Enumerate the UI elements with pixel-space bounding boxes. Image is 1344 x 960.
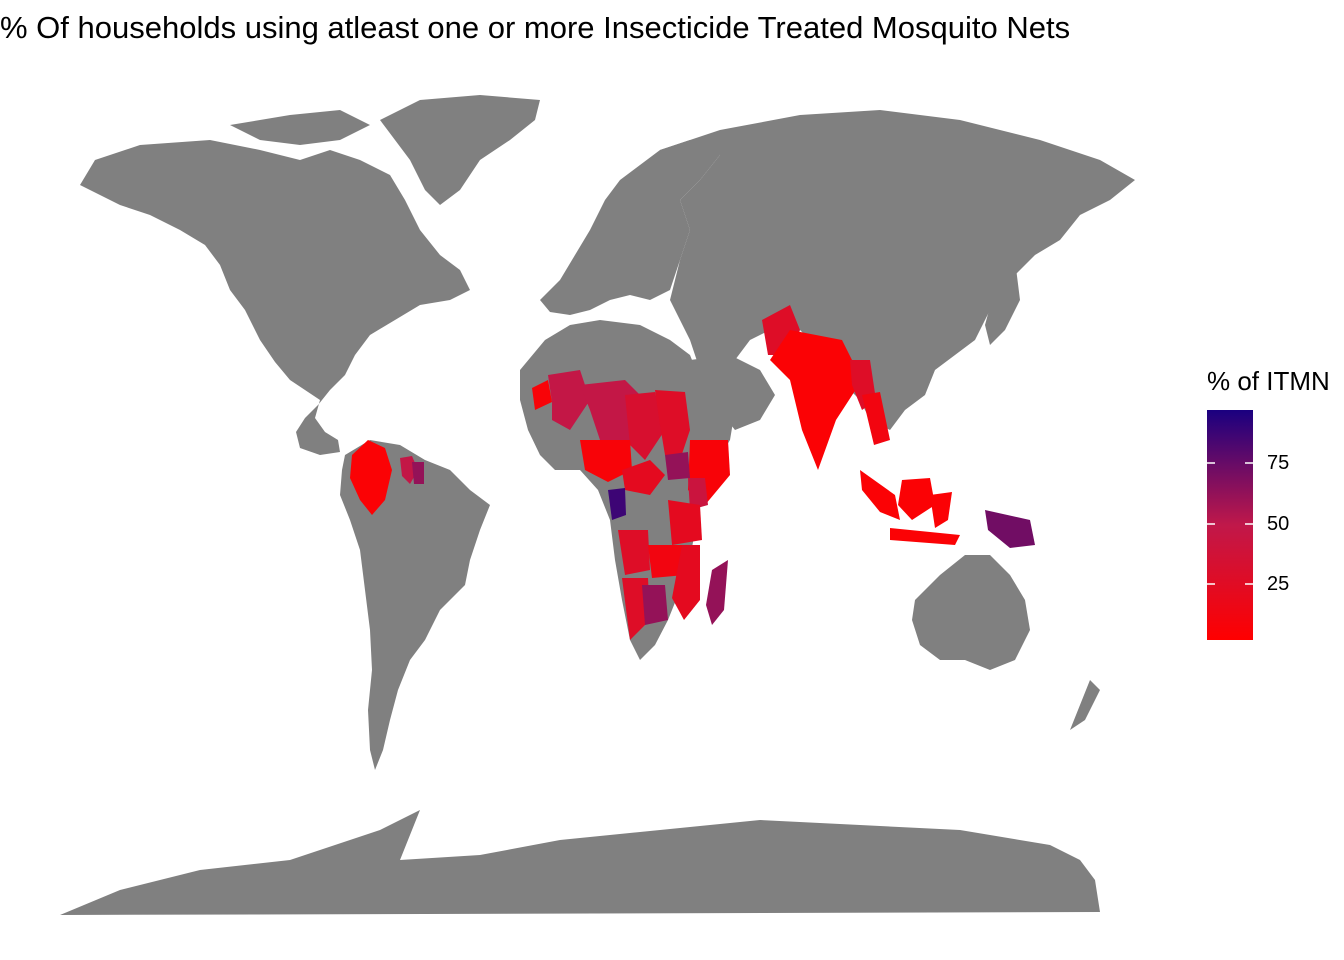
legend-tick-label-50: 50 bbox=[1267, 513, 1290, 535]
legend-tick-label-25: 25 bbox=[1267, 573, 1290, 595]
india bbox=[770, 330, 862, 470]
arabia bbox=[690, 355, 775, 430]
sudan bbox=[655, 390, 690, 460]
angola bbox=[618, 530, 650, 575]
senegal bbox=[532, 380, 552, 410]
map-title: % Of households using atleast one or mor… bbox=[0, 10, 1071, 45]
zambia bbox=[648, 545, 685, 578]
indonesia-sulawesi bbox=[930, 492, 952, 528]
tanzania bbox=[668, 500, 702, 545]
antarctica bbox=[60, 810, 1100, 915]
australia bbox=[912, 555, 1030, 670]
greenland bbox=[380, 95, 540, 205]
land-layer bbox=[60, 95, 1135, 915]
europe bbox=[540, 140, 720, 315]
mali bbox=[548, 370, 590, 430]
indonesia-borneo bbox=[898, 478, 935, 520]
japan bbox=[985, 260, 1020, 345]
arctic-islands bbox=[230, 110, 370, 145]
legend-tick-label-75: 75 bbox=[1267, 452, 1290, 474]
mozambique bbox=[672, 545, 700, 620]
botswana bbox=[642, 585, 668, 625]
asia bbox=[660, 110, 1135, 430]
madagascar bbox=[706, 560, 728, 625]
chad bbox=[625, 392, 665, 460]
gabon bbox=[608, 488, 626, 520]
legend-title: % of ITMN bbox=[1207, 366, 1330, 396]
indonesia-java bbox=[890, 528, 960, 545]
itmn-choropleth-layer bbox=[350, 305, 1035, 640]
suriname bbox=[412, 462, 424, 484]
indonesia-sumatra bbox=[860, 470, 900, 520]
south-america bbox=[340, 440, 490, 770]
thailand bbox=[862, 392, 890, 445]
north-america bbox=[80, 140, 470, 455]
uganda bbox=[665, 452, 690, 480]
legend-colorbar bbox=[1207, 410, 1253, 640]
new-zealand bbox=[1070, 680, 1100, 730]
cameroon bbox=[622, 460, 665, 495]
colombia bbox=[350, 440, 392, 515]
papua-new-guinea bbox=[985, 510, 1035, 548]
kenya bbox=[688, 478, 708, 510]
nigeria bbox=[580, 440, 632, 482]
